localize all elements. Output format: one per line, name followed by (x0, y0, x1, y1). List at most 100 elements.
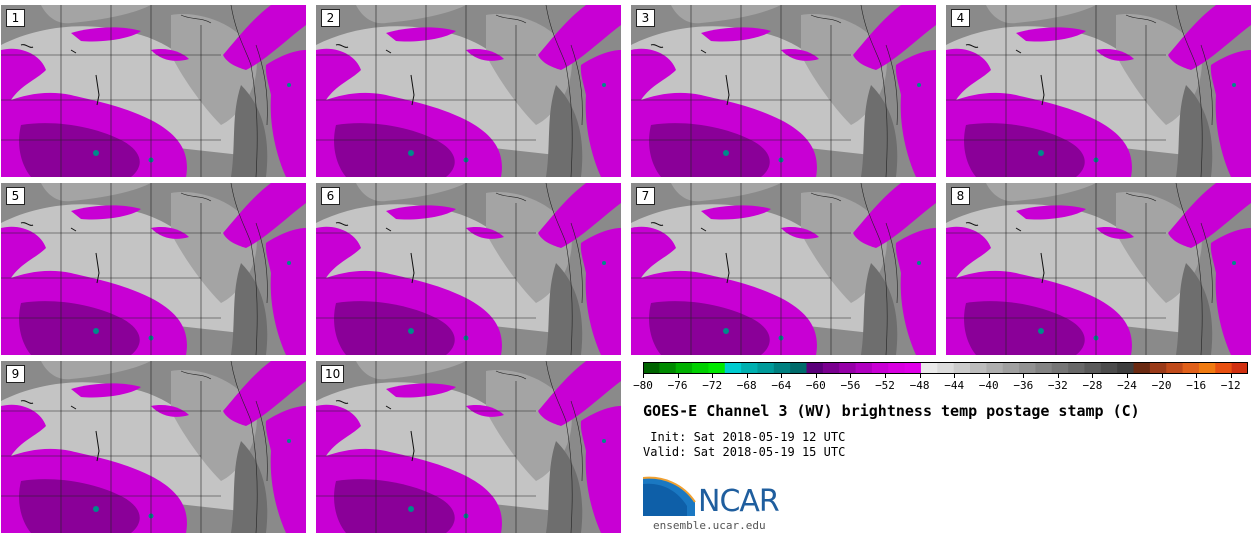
colorbar-tick-label: −44 (944, 379, 965, 392)
colorbar-tick-label: −36 (1013, 379, 1034, 392)
colorbar-tick-mark (677, 374, 679, 378)
colorbar-tick-label: −48 (909, 379, 930, 392)
colorbar-swatch (937, 362, 955, 374)
colorbar-tick-label: −24 (1117, 379, 1137, 392)
colorbar-swatch (953, 362, 971, 374)
map-panel-7: 7 (631, 183, 936, 355)
colorbar-swatch (773, 362, 791, 374)
colorbar-tick-mark (1161, 374, 1163, 378)
colorbar-tick-mark (919, 374, 921, 378)
map-panel-9: 9 (1, 361, 306, 533)
colorbar-swatch (724, 362, 742, 374)
colorbar-tick-label: −60 (805, 379, 826, 392)
colorbar-tick-mark (1092, 374, 1094, 378)
website-url: ensemble.ucar.edu (653, 519, 766, 532)
colorbar-tick-mark (954, 374, 956, 378)
panel-number-4: 4 (951, 9, 970, 27)
map-panel-10: 10 (316, 361, 621, 533)
colorbar-swatch (659, 362, 677, 374)
colorbar-swatch (1002, 362, 1020, 374)
colorbar-tick-mark (781, 374, 783, 378)
colorbar-swatch (970, 362, 987, 374)
colorbar-swatch (643, 362, 660, 374)
colorbar-tick-label: −28 (1082, 379, 1103, 392)
panel-number-2: 2 (321, 9, 340, 27)
colorbar-swatch (708, 362, 726, 374)
panel-number-9: 9 (6, 365, 25, 383)
ncar-logo-icon (643, 476, 696, 516)
colorbar-swatch (1019, 362, 1036, 374)
colorbar-swatch (1051, 362, 1069, 374)
ncar-logo-text: NCAR (698, 484, 780, 519)
colorbar-tick-mark (1230, 374, 1232, 378)
valid-time: Valid: Sat 2018-05-19 15 UTC (643, 445, 846, 459)
colorbar-tick-mark (885, 374, 886, 378)
panel-number-7: 7 (636, 187, 655, 205)
map-panel-3: 3 (631, 5, 936, 177)
colorbar-swatch (692, 362, 709, 374)
water-vapor-map-5 (1, 183, 306, 355)
water-vapor-map-1 (1, 5, 306, 177)
colorbar-tick-label: −20 (1151, 379, 1172, 392)
colorbar-swatch (1198, 362, 1216, 374)
colorbar-tick-mark (712, 374, 714, 378)
colorbar-swatch (904, 362, 922, 374)
colorbar (643, 362, 1248, 374)
water-vapor-map-3 (631, 5, 936, 177)
water-vapor-map-7 (631, 183, 936, 355)
colorbar-swatch (1084, 362, 1102, 374)
colorbar-swatch (986, 362, 1004, 374)
colorbar-swatch (675, 362, 693, 374)
colorbar-swatch (1149, 362, 1167, 374)
colorbar-swatch (741, 362, 758, 374)
colorbar-swatch (1100, 362, 1118, 374)
water-vapor-map-2 (316, 5, 621, 177)
colorbar-swatch (888, 362, 906, 374)
init-time: Init: Sat 2018-05-19 12 UTC (643, 430, 846, 444)
colorbar-swatch (757, 362, 775, 374)
colorbar-tick-mark (1127, 374, 1128, 378)
colorbar-tick-label: −12 (1220, 379, 1241, 392)
colorbar-swatch (1215, 362, 1233, 374)
panel-number-3: 3 (636, 9, 655, 27)
colorbar-tick-mark (643, 374, 644, 378)
colorbar-tick-label: −80 (633, 379, 653, 392)
colorbar-tick-mark (746, 374, 748, 378)
colorbar-tick-mark (1023, 374, 1025, 378)
map-panel-1: 1 (1, 5, 306, 177)
colorbar-swatch (1182, 362, 1200, 374)
colorbar-swatch (1231, 362, 1248, 374)
colorbar-tick-mark (850, 374, 852, 378)
colorbar-swatch (1068, 362, 1085, 374)
panel-number-10: 10 (321, 365, 345, 383)
map-panel-2: 2 (316, 5, 621, 177)
colorbar-tick-label: −76 (667, 379, 688, 392)
colorbar-tick-label: −16 (1186, 379, 1207, 392)
colorbar-swatch (1035, 362, 1053, 374)
colorbar-tick-mark (815, 374, 817, 378)
colorbar-tick-labels: −80 −76 −72 −68 −64 −60 −56 −52 −48 −44 −40 −36 −32 −… (633, 374, 1248, 394)
water-vapor-map-9 (1, 361, 306, 533)
panel-number-1: 1 (6, 9, 25, 27)
colorbar-swatch (822, 362, 840, 374)
colorbar-frame (643, 362, 1248, 374)
colorbar-swatch (806, 362, 824, 374)
colorbar-swatch (855, 362, 873, 374)
colorbar-tick-label: −52 (875, 379, 895, 392)
colorbar-tick-label: −64 (771, 379, 792, 392)
colorbar-tick-label: −40 (978, 379, 999, 392)
panel-number-6: 6 (321, 187, 340, 205)
water-vapor-map-8 (946, 183, 1251, 355)
colorbar-swatch (790, 362, 808, 374)
colorbar-swatch (1117, 362, 1135, 374)
colorbar-swatch (920, 362, 938, 374)
colorbar-tick-mark (1057, 374, 1059, 378)
colorbar-swatch (871, 362, 889, 374)
water-vapor-map-6 (316, 183, 621, 355)
map-panel-8: 8 (946, 183, 1251, 355)
colorbar-tick-mark (1196, 374, 1198, 378)
colorbar-tick-label: −32 (1047, 379, 1068, 392)
map-panel-5: 5 (1, 183, 306, 355)
colorbar-swatch (1166, 362, 1184, 374)
water-vapor-map-4 (946, 5, 1251, 177)
